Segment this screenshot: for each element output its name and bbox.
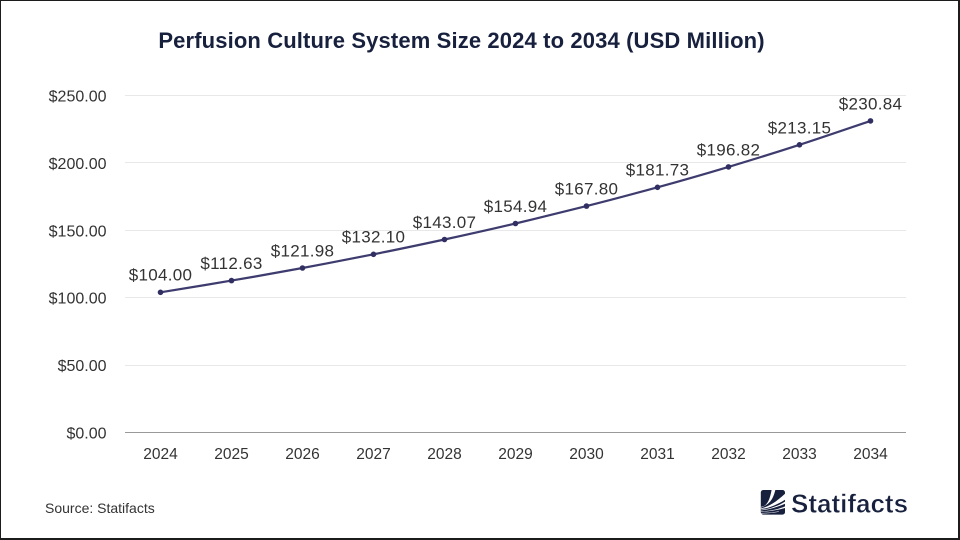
svg-text:$154.94: $154.94: [484, 197, 548, 216]
svg-text:$50.00: $50.00: [58, 358, 107, 375]
svg-text:2028: 2028: [427, 446, 461, 463]
svg-text:$213.15: $213.15: [768, 118, 832, 137]
svg-text:2025: 2025: [214, 446, 248, 463]
svg-text:$200.00: $200.00: [49, 156, 107, 173]
svg-text:$132.10: $132.10: [342, 228, 406, 247]
svg-text:2024: 2024: [143, 446, 178, 463]
svg-text:2034: 2034: [853, 446, 888, 463]
svg-text:Perfusion Culture System Size: Perfusion Culture System Size 2024 to 20…: [158, 28, 764, 53]
svg-text:$250.00: $250.00: [49, 89, 107, 106]
svg-text:Statifacts: Statifacts: [791, 489, 908, 519]
svg-text:2027: 2027: [356, 446, 390, 463]
svg-text:2029: 2029: [498, 446, 532, 463]
svg-text:2032: 2032: [711, 446, 745, 463]
svg-text:$196.82: $196.82: [697, 140, 761, 159]
svg-text:2026: 2026: [285, 446, 319, 463]
svg-text:$112.63: $112.63: [200, 254, 262, 273]
svg-text:2030: 2030: [569, 446, 604, 463]
svg-text:$143.07: $143.07: [413, 213, 477, 232]
svg-text:$181.73: $181.73: [626, 161, 690, 180]
svg-text:$121.98: $121.98: [271, 241, 335, 260]
svg-text:2031: 2031: [640, 446, 674, 463]
svg-text:$230.84: $230.84: [839, 95, 903, 114]
svg-text:$0.00: $0.00: [66, 426, 106, 443]
svg-text:$104.00: $104.00: [129, 266, 193, 285]
svg-text:2033: 2033: [782, 446, 816, 463]
svg-text:$150.00: $150.00: [49, 223, 107, 240]
svg-text:Source: Statifacts: Source: Statifacts: [45, 500, 155, 516]
svg-text:$100.00: $100.00: [49, 291, 107, 308]
svg-text:$167.80: $167.80: [555, 180, 619, 199]
